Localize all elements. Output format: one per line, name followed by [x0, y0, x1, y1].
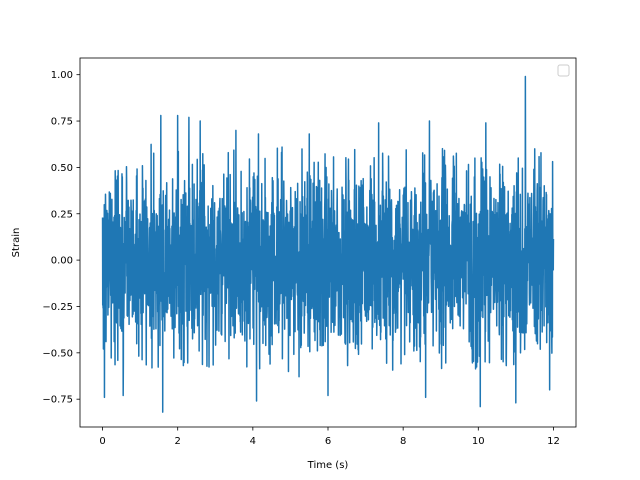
x-tick-label: 10: [472, 436, 485, 447]
x-tick-label: 12: [547, 436, 560, 447]
y-axis-label: Strain: [11, 228, 22, 258]
y-tick-label: −0.25: [42, 302, 73, 313]
series-layer: [101, 75, 555, 413]
x-tick-label: 8: [400, 436, 406, 447]
y-axis: −0.75 −0.50 −0.25 0.00 0.25 0.50 0.75 1.00: [42, 70, 80, 406]
x-tick-label: 4: [250, 436, 256, 447]
x-tick-label: 0: [99, 436, 105, 447]
y-tick-label: 1.00: [51, 70, 73, 81]
x-tick-label: 6: [325, 436, 331, 447]
legend-box: [557, 64, 570, 77]
strain-series-line: [101, 75, 555, 413]
x-tick-label: 2: [175, 436, 181, 447]
y-tick-label: 0.75: [51, 117, 73, 128]
y-tick-label: −0.75: [42, 395, 73, 406]
plot-area: [79, 57, 577, 428]
y-tick-label: 0.50: [51, 163, 73, 174]
y-tick-label: −0.50: [42, 348, 73, 359]
y-tick-label: 0.00: [51, 256, 73, 267]
x-axis: 0 2 4 6 8 10 12: [99, 427, 560, 447]
x-axis-label: Time (s): [307, 460, 349, 471]
y-tick-label: 0.25: [51, 209, 73, 220]
